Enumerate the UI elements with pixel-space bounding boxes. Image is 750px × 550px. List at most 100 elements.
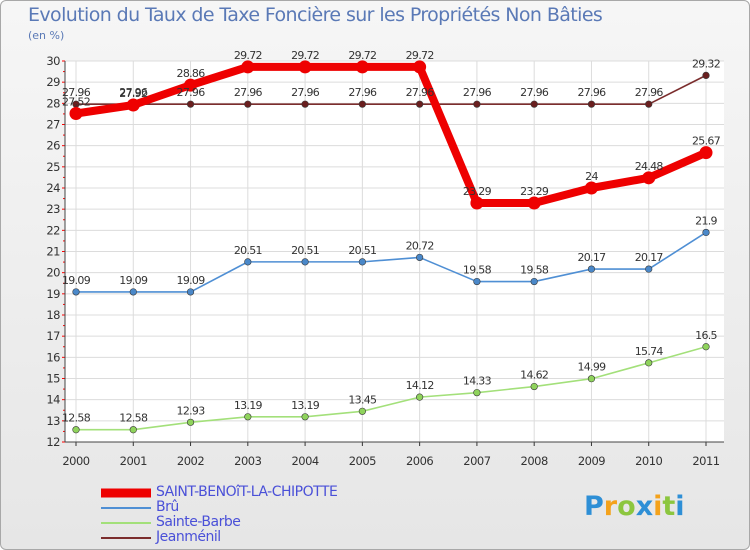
data-point bbox=[358, 100, 366, 108]
x-tick-label: 2006 bbox=[406, 454, 433, 468]
legend: SAINT-BENOîT-LA-CHIPOTTE Brû Sainte-Barbe J… bbox=[101, 484, 401, 545]
logo-letter: x bbox=[635, 491, 654, 522]
legend-label: SAINT-BENOîT-LA-CHIPOTTE bbox=[156, 484, 338, 500]
data-label: 27.96 bbox=[291, 86, 320, 99]
data-label: 20.17 bbox=[577, 251, 606, 264]
logo-letter: t bbox=[662, 491, 676, 522]
y-tick-label: 25 bbox=[46, 160, 60, 174]
data-point bbox=[358, 407, 366, 415]
data-point bbox=[244, 258, 252, 266]
data-point bbox=[126, 98, 140, 112]
data-label: 13.19 bbox=[234, 399, 263, 412]
chart-title: Evolution du Taux de Taxe Foncière sur l… bbox=[28, 4, 603, 26]
data-point bbox=[301, 258, 309, 266]
data-point bbox=[587, 375, 596, 383]
data-label: 13.19 bbox=[291, 399, 320, 412]
data-point bbox=[530, 277, 538, 286]
data-label: 27.52 bbox=[62, 95, 90, 108]
legend-item: SAINT-BENOîT-LA-CHIPOTTE bbox=[101, 484, 401, 500]
data-label: 19.09 bbox=[62, 274, 91, 287]
x-tick-label: 2011 bbox=[692, 454, 719, 468]
data-label: 12.58 bbox=[119, 412, 148, 425]
y-tick-label: 19 bbox=[46, 287, 60, 301]
data-point bbox=[244, 413, 252, 421]
x-tick-label: 2004 bbox=[291, 454, 318, 468]
data-label: 20.17 bbox=[635, 251, 664, 264]
legend-label: Jeanménil bbox=[156, 529, 221, 545]
data-point bbox=[702, 343, 710, 351]
data-point bbox=[413, 60, 427, 74]
data-label: 20.51 bbox=[291, 244, 319, 257]
data-point bbox=[72, 288, 80, 296]
data-point bbox=[587, 100, 596, 108]
data-label: 20.72 bbox=[406, 239, 434, 252]
data-label: 27.96 bbox=[119, 86, 148, 99]
y-tick-label: 16 bbox=[46, 350, 60, 364]
proxiti-logo: Proxiti bbox=[584, 491, 685, 522]
y-axis-unit: (en %) bbox=[28, 29, 65, 42]
data-point bbox=[186, 100, 195, 108]
data-label: 12.93 bbox=[177, 404, 206, 417]
x-tick-label: 2010 bbox=[635, 454, 662, 468]
data-point bbox=[587, 265, 596, 273]
data-label: 19.09 bbox=[177, 274, 206, 287]
x-tick-label: 2000 bbox=[62, 454, 89, 468]
data-point bbox=[184, 78, 198, 92]
data-point bbox=[645, 100, 653, 108]
data-label: 27.96 bbox=[463, 86, 492, 99]
data-label: 12.58 bbox=[62, 412, 91, 425]
data-point bbox=[358, 258, 366, 266]
y-tick-label: 17 bbox=[46, 329, 60, 343]
y-tick-label: 20 bbox=[46, 266, 60, 280]
data-label: 29.72 bbox=[406, 49, 434, 62]
data-point bbox=[298, 60, 312, 74]
y-tick-label: 22 bbox=[46, 223, 60, 237]
data-label: 27.96 bbox=[62, 86, 91, 99]
data-label: 14.12 bbox=[406, 379, 434, 392]
data-point bbox=[702, 228, 710, 237]
data-label: 13.45 bbox=[348, 393, 377, 406]
y-tick-label: 28 bbox=[46, 96, 60, 110]
data-label: 19.09 bbox=[119, 274, 148, 287]
data-point bbox=[186, 418, 195, 426]
data-label: 23.29 bbox=[463, 185, 492, 198]
y-tick-label: 24 bbox=[46, 181, 60, 195]
data-point bbox=[473, 389, 481, 397]
data-label: 27.92 bbox=[119, 87, 147, 100]
data-label: 20.51 bbox=[348, 244, 376, 257]
series-line-jeanm-nil bbox=[75, 74, 707, 105]
data-label: 27.96 bbox=[577, 86, 606, 99]
legend-item: Brû bbox=[101, 499, 401, 515]
data-point bbox=[470, 196, 484, 210]
data-point bbox=[301, 413, 309, 421]
x-tick-label: 2007 bbox=[463, 454, 490, 468]
data-point bbox=[186, 288, 195, 296]
data-point bbox=[702, 71, 710, 79]
data-point bbox=[416, 393, 424, 401]
logo-letter: o bbox=[617, 491, 636, 522]
data-point bbox=[72, 426, 80, 434]
x-tick-label: 2001 bbox=[120, 454, 147, 468]
data-label: 19.58 bbox=[520, 264, 549, 277]
series-line-saint-beno-t-la-chipotte bbox=[72, 62, 710, 208]
data-label: 25.67 bbox=[692, 135, 721, 148]
data-label: 28.86 bbox=[177, 67, 206, 80]
data-label: 20.51 bbox=[234, 244, 262, 257]
data-label: 15.74 bbox=[635, 345, 664, 358]
data-label: 29.32 bbox=[692, 57, 720, 70]
y-tick-label: 26 bbox=[46, 139, 60, 153]
y-tick-label: 12 bbox=[46, 435, 60, 449]
data-label: 14.99 bbox=[577, 361, 606, 374]
data-label: 29.72 bbox=[348, 49, 376, 62]
data-label: 27.96 bbox=[177, 86, 206, 99]
series-line-br- bbox=[75, 231, 707, 293]
data-label: 24 bbox=[585, 170, 598, 183]
data-label: 27.96 bbox=[406, 86, 435, 99]
legend-label: Sainte-Barbe bbox=[156, 514, 241, 530]
legend-swatch bbox=[101, 488, 151, 497]
data-label: 29.72 bbox=[234, 49, 262, 62]
data-point bbox=[530, 382, 538, 391]
x-tick-label: 2009 bbox=[578, 454, 605, 468]
logo-letter: i bbox=[653, 491, 663, 522]
data-point bbox=[699, 146, 713, 160]
